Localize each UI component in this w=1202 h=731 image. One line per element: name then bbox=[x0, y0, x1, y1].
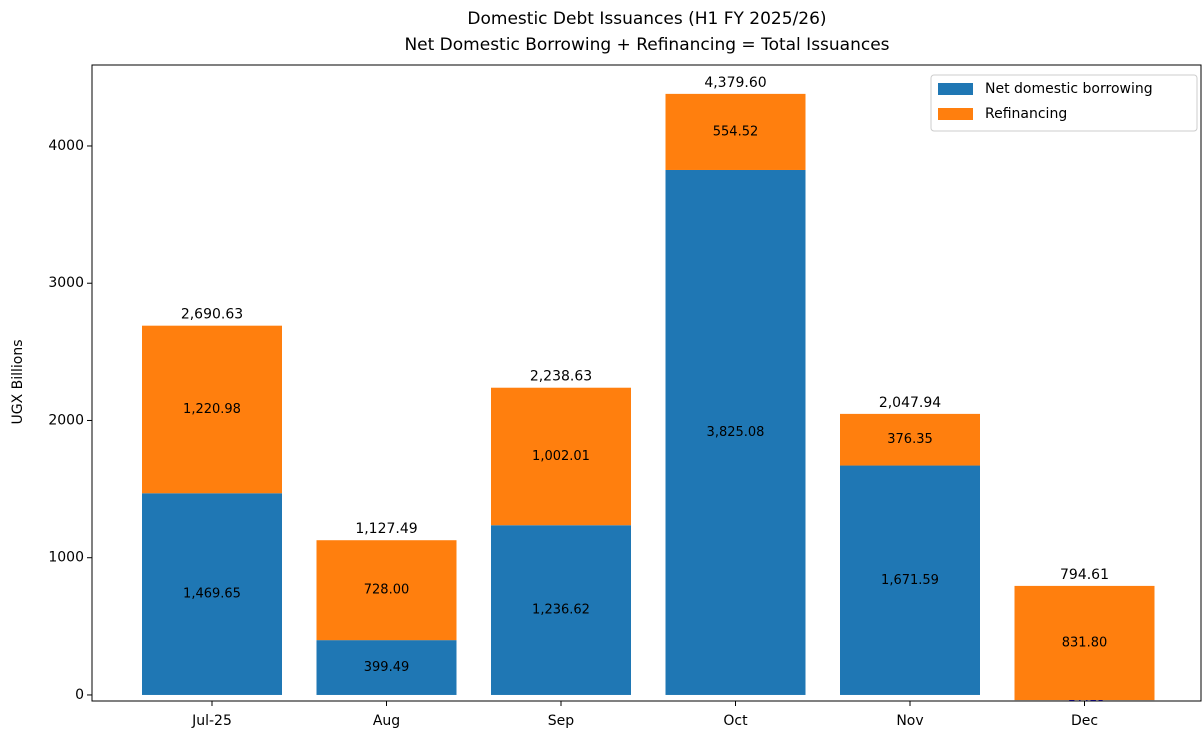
x-tick-label: Sep bbox=[548, 713, 575, 729]
y-tick-label: 3000 bbox=[48, 275, 84, 291]
y-tick-label: 4000 bbox=[48, 138, 84, 154]
x-tick-label: Oct bbox=[723, 713, 748, 729]
segment-label: 376.35 bbox=[887, 432, 933, 447]
bar-segment bbox=[665, 93, 806, 170]
segment-label: 3,825.08 bbox=[707, 425, 765, 440]
x-tick-label: Nov bbox=[896, 713, 923, 729]
total-label: 794.61 bbox=[1060, 567, 1109, 583]
bar-segment bbox=[316, 640, 457, 695]
total-label: 1,127.49 bbox=[355, 521, 417, 537]
x-tick-label: Jul-25 bbox=[191, 713, 232, 729]
bar-segment bbox=[840, 465, 980, 695]
bar-segment bbox=[665, 169, 806, 695]
segment-label: 728.00 bbox=[364, 583, 410, 598]
segment-label: 1,469.65 bbox=[183, 587, 241, 602]
chart-subtitle: Net Domestic Borrowing + Refinancing = T… bbox=[404, 35, 889, 55]
legend-swatch bbox=[938, 108, 973, 120]
x-tick-label: Dec bbox=[1071, 713, 1098, 729]
bar-segment bbox=[142, 493, 282, 695]
y-tick-label: 0 bbox=[75, 687, 84, 703]
segment-label: 831.80 bbox=[1062, 635, 1108, 650]
y-tick-label: 1000 bbox=[48, 550, 84, 566]
legend-swatch bbox=[938, 83, 973, 95]
plot-frame bbox=[91, 64, 1202, 702]
bar-segment bbox=[316, 540, 457, 641]
bar-segment bbox=[142, 325, 282, 494]
segment-label: 1,002.01 bbox=[532, 449, 590, 464]
legend-box bbox=[930, 74, 1198, 132]
legend-label: Net domestic borrowing bbox=[985, 81, 1153, 97]
segment-label: 1,671.59 bbox=[881, 573, 939, 588]
legend-label: Refinancing bbox=[985, 106, 1067, 122]
y-axis-label: UGX Billions bbox=[10, 339, 26, 424]
total-label: 2,690.63 bbox=[181, 307, 243, 323]
segment-label: 1,236.62 bbox=[532, 603, 590, 618]
bar-segment bbox=[1014, 585, 1155, 701]
chart-title: Domestic Debt Issuances (H1 FY 2025/26) bbox=[467, 9, 826, 29]
bar-segment bbox=[840, 413, 980, 466]
bar-segment bbox=[491, 387, 631, 526]
total-label: 2,238.63 bbox=[530, 369, 592, 385]
segment-label: 554.52 bbox=[713, 124, 759, 139]
bar-segment bbox=[491, 525, 631, 695]
segment-label: 399.49 bbox=[364, 660, 410, 675]
total-label: 4,379.60 bbox=[704, 75, 766, 91]
segment-label: 1,220.98 bbox=[183, 402, 241, 417]
total-label: 2,047.94 bbox=[879, 395, 941, 411]
x-tick-label: Aug bbox=[373, 713, 400, 729]
y-tick-label: 2000 bbox=[48, 412, 84, 428]
